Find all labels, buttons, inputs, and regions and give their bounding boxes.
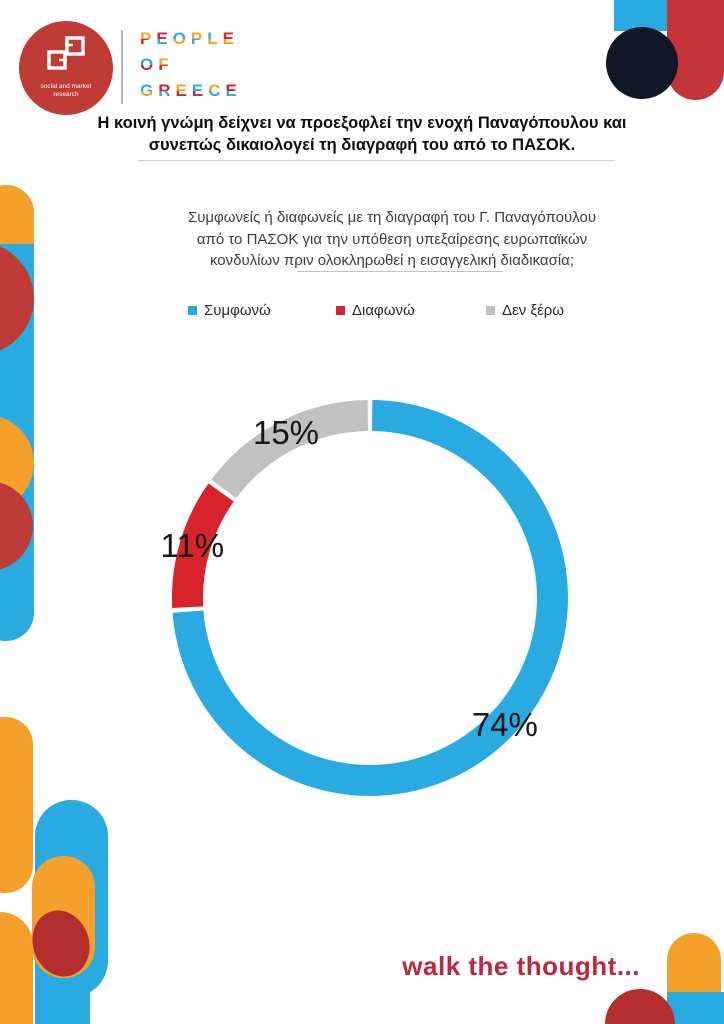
logo-circle: social and market research [19,21,113,115]
logo-mark-icon [47,36,85,70]
wordmark-letter: P [140,29,157,48]
wordmark-letter: P [190,29,208,48]
slice-label-0: 74% [471,705,538,743]
slice-label-1: 11% [160,527,225,565]
legend-swatch-icon [486,306,495,315]
page-title: Η κοινή γνώμη δείχνει να προεξοφλεί την … [40,112,684,156]
wordmark-letter: E [156,29,173,48]
legend-item-2: Δεν ξέρω [486,302,564,319]
legend-swatch-icon [336,306,345,315]
logo-tagline: social and market research [19,83,113,99]
wordmark-letter: O [172,29,191,48]
wordmark-letter: E [191,81,209,100]
wordmark-letter: O [140,55,159,74]
legend-label: Δεν ξέρω [502,302,565,319]
wordmark-line: OF [140,52,242,78]
legend-item-1: Διαφωνώ [336,302,415,319]
legend-label: Συμφωνώ [204,302,271,319]
deco-left-orange-top [0,185,34,244]
deco-bottomright-blue-rect [667,992,724,1024]
logo-tagline-line2: research [53,91,79,98]
deco-bottomleft-orange-pill-1 [0,717,33,893]
wordmark-letter: C [208,81,226,100]
wordmark-letter: G [140,81,159,100]
deco-bottomleft-orange-column [0,912,33,1024]
deco-left-red-circle-1 [0,242,34,355]
donut-segment-0 [172,400,568,796]
legend-swatch-icon [188,306,197,315]
deco-topright-navy-circle [606,27,678,99]
page-title-line2: συνεπώς δικαιολογεί τη διαγραφή του από … [148,136,576,154]
donut-segment-2 [211,400,369,499]
wordmark-letter: L [207,29,223,48]
wordmark-letter: E [222,29,239,48]
footer-tagline: walk the thought... [402,951,640,981]
page-title-line1: Η κοινή γνώμη δείχνει να προεξοφλεί την … [97,114,627,132]
survey-question-line3: κονδυλίων πριν ολοκληρωθεί η εισαγγελική… [209,252,575,269]
logo-tagline-line1: social and market [40,83,92,90]
wordmark-line: PEOPLE [140,26,242,52]
wordmark-letter: E [175,81,192,100]
deco-left-red-circle-2 [0,481,33,571]
question-underline [297,271,503,272]
wordmark-people-of-greece: PEOPLE OF GREECE [140,26,242,104]
brand-divider [121,30,123,104]
survey-question-line1: Συμφωνείς ή διαφωνείς με τη διαγραφή του… [187,209,597,226]
legend-item-0: Συμφωνώ [188,302,271,319]
deco-bottomright-orange-pill [667,933,721,992]
wordmark-letter: E [225,81,242,100]
title-underline [138,160,615,161]
survey-question-line2: από το ΠΑΣΟΚ για την υπόθεση υπεξαίρεσης… [196,230,588,248]
donut-segment-1 [171,483,234,608]
survey-question: Συμφωνείς ή διαφωνείς με τη διαγραφή του… [70,207,714,272]
deco-topright-red-pill [667,0,724,100]
wordmark-line: GREECE [140,78,242,104]
legend-label: Διαφωνώ [352,302,415,319]
wordmark-letter: F [158,55,174,74]
deco-left-strip [0,185,34,641]
slice-label-2: 15% [252,414,320,452]
wordmark-letter: R [158,81,176,100]
deco-topright-blue-rect [614,0,668,31]
